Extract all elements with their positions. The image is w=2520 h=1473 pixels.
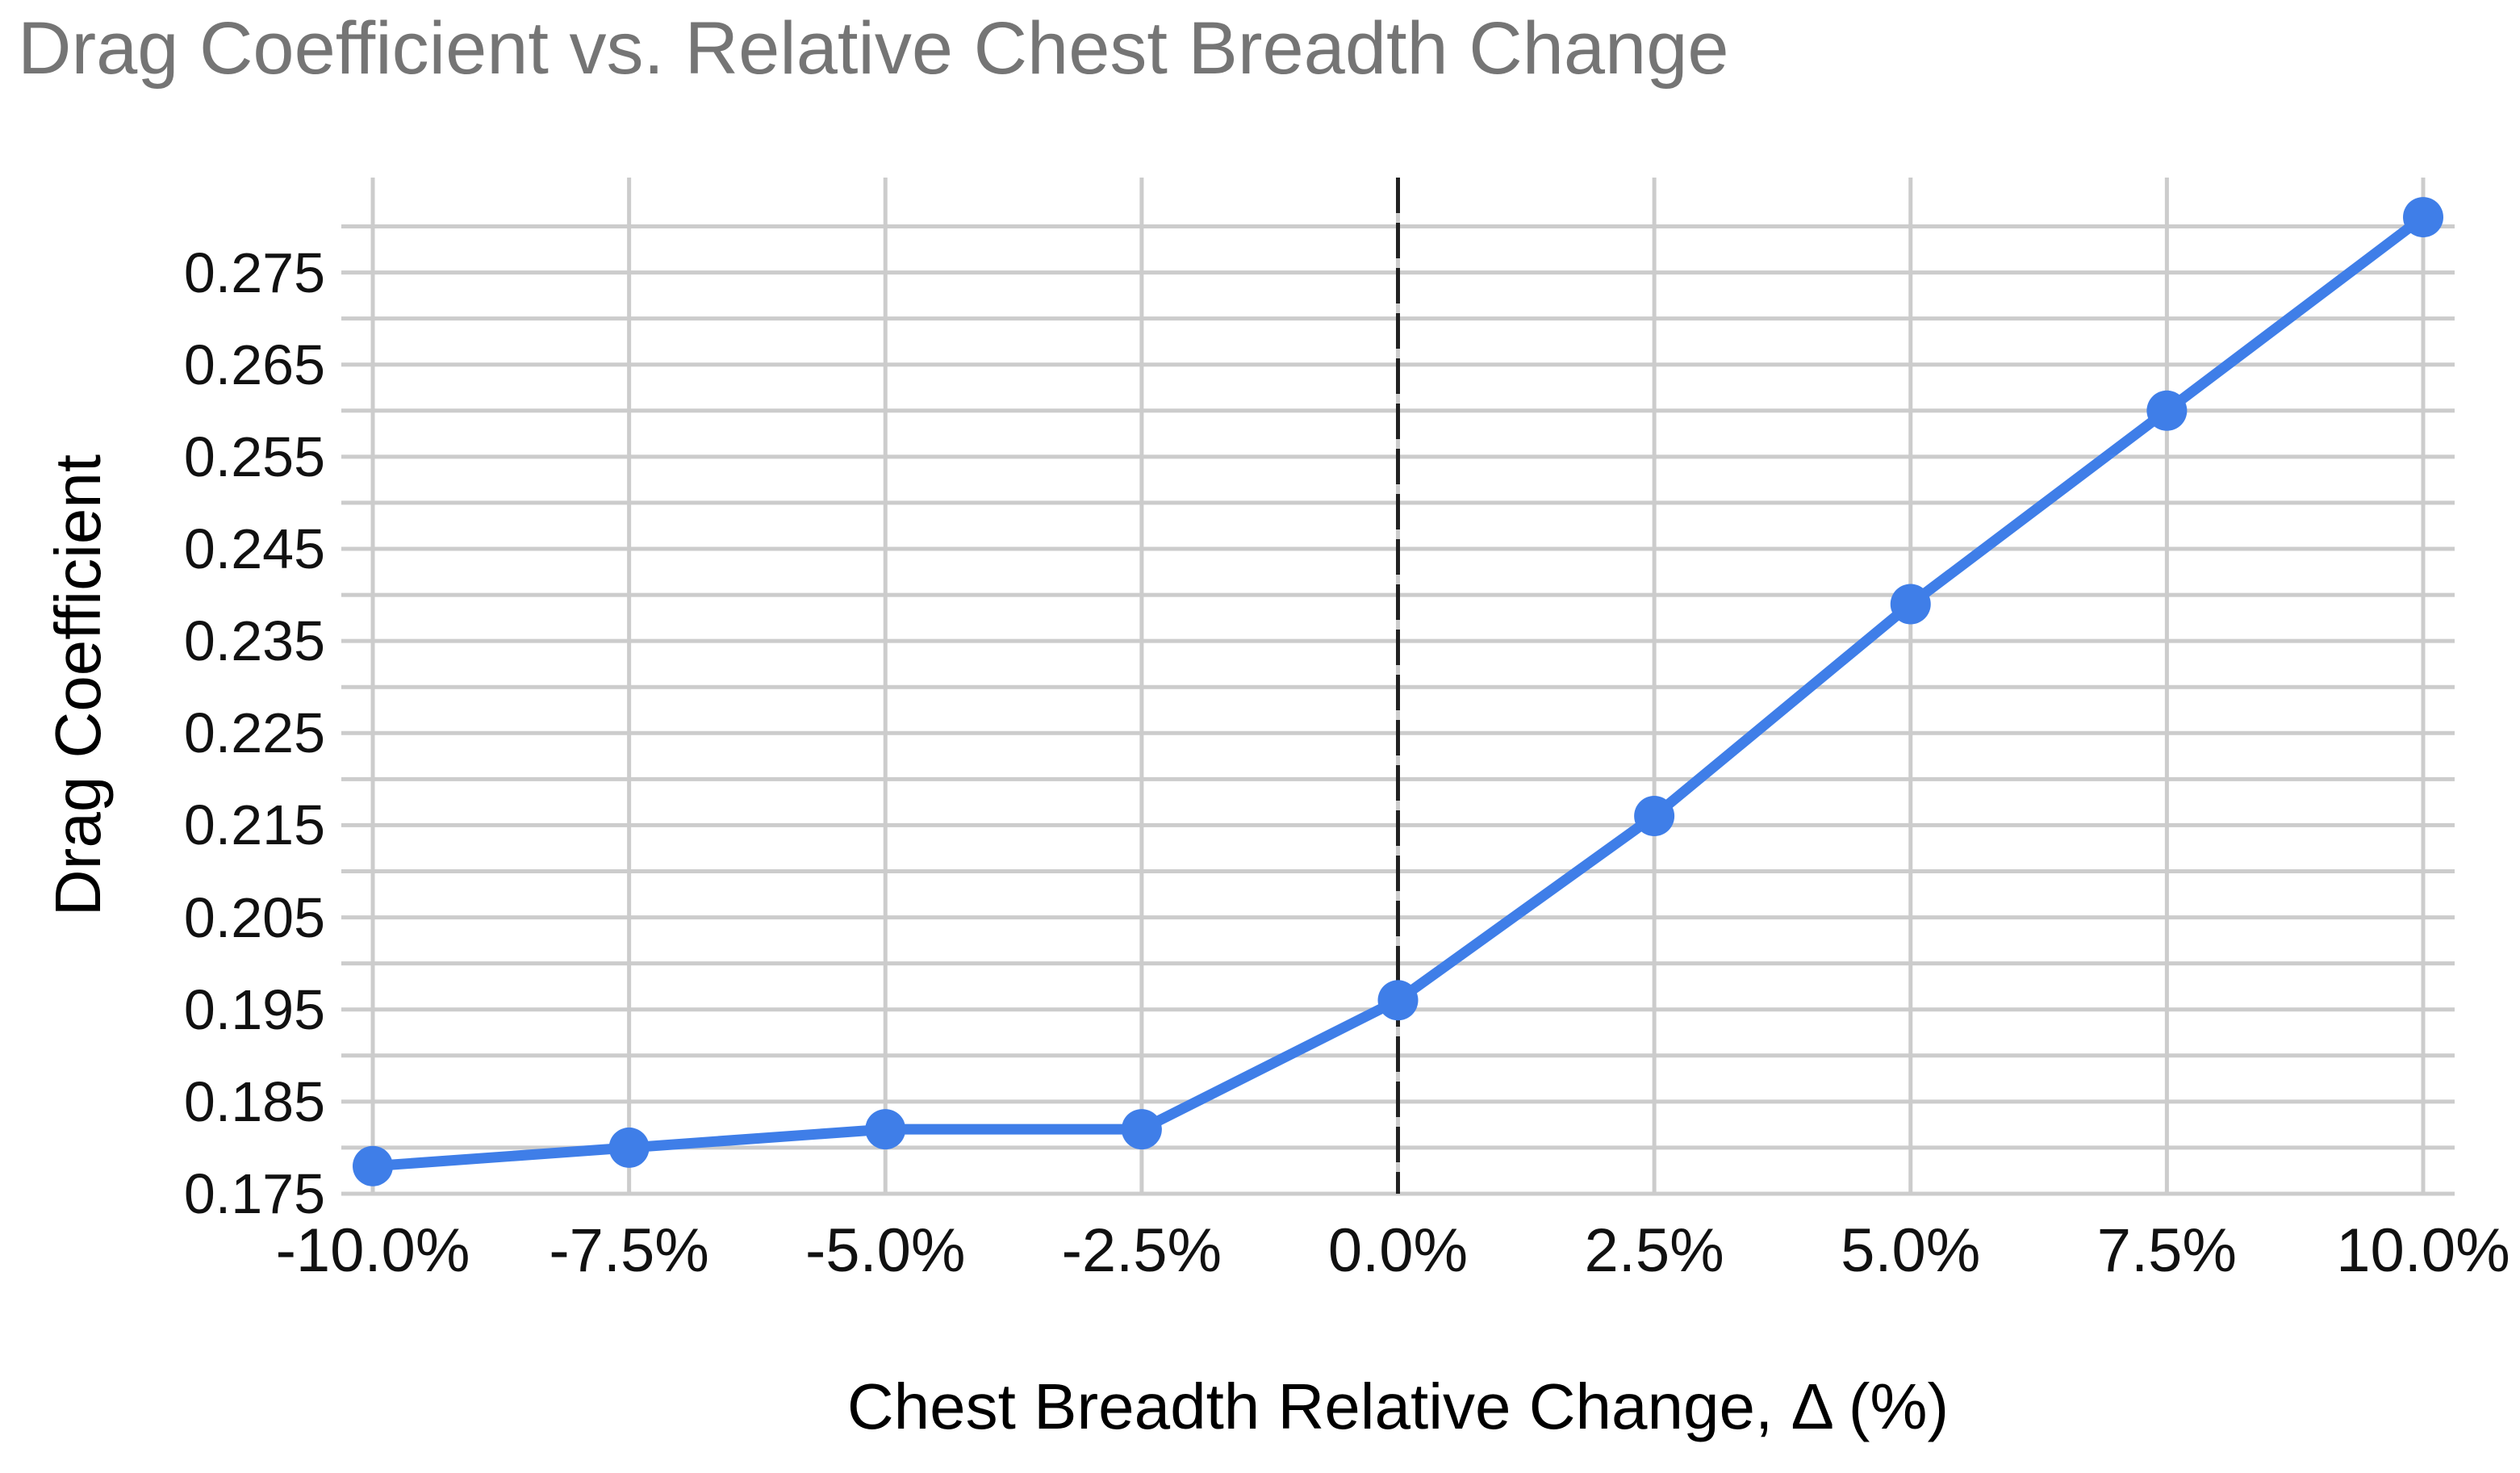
y-tick-label: 0.255	[183, 425, 325, 488]
y-tick-label: 0.235	[183, 609, 325, 673]
x-tick-label: 10.0%	[2336, 1216, 2510, 1285]
y-tick-label: 0.215	[183, 793, 325, 857]
data-point[interactable]	[1890, 584, 1931, 625]
y-tick-label: 0.175	[183, 1162, 325, 1225]
x-tick-label: 5.0%	[1841, 1216, 1981, 1285]
x-tick-label: 0.0%	[1327, 1216, 1469, 1285]
data-point[interactable]	[353, 1145, 393, 1186]
y-tick-label: 0.225	[183, 701, 325, 765]
y-tick-label: 0.275	[183, 241, 325, 304]
x-tick-label: -5.0%	[804, 1216, 966, 1285]
y-tick-label: 0.205	[183, 885, 325, 949]
x-tick-label: -10.0%	[275, 1216, 470, 1285]
data-point[interactable]	[608, 1127, 650, 1168]
y-tick-label: 0.195	[183, 977, 325, 1041]
data-point[interactable]	[1634, 796, 1675, 837]
data-point[interactable]	[1121, 1109, 1162, 1150]
y-tick-label: 0.245	[183, 517, 325, 580]
y-tick-label: 0.185	[183, 1069, 325, 1133]
data-point[interactable]	[865, 1109, 906, 1150]
x-tick-label: -2.5%	[1061, 1216, 1222, 1285]
data-point[interactable]	[2403, 197, 2443, 238]
data-point[interactable]	[2146, 390, 2188, 431]
x-tick-label: 2.5%	[1584, 1216, 1724, 1285]
x-axis-title: Chest Breadth Relative Change, Δ (%)	[846, 1370, 1950, 1442]
chart-title: Drag Coefficient vs. Relative Chest Brea…	[18, 7, 1729, 90]
x-tick-label: -7.5%	[549, 1216, 709, 1285]
data-point[interactable]	[1377, 980, 1419, 1021]
x-tick-label: 7.5%	[2096, 1216, 2237, 1285]
y-tick-label: 0.265	[183, 333, 325, 396]
